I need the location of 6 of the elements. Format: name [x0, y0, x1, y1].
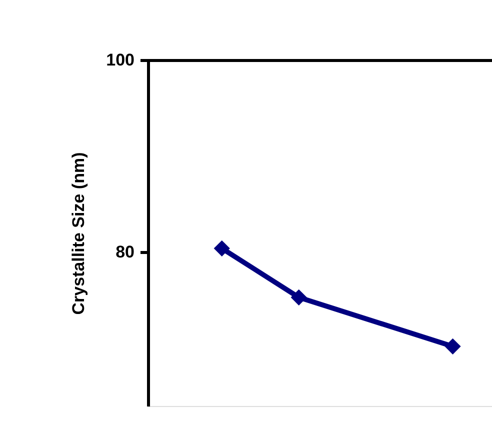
point	[214, 240, 230, 256]
y-axis-title: Crystallite Size (nm)	[69, 152, 88, 315]
y-tick-label: 80	[116, 242, 134, 262]
point	[290, 289, 307, 306]
y-tick-label: 100	[106, 50, 134, 70]
point	[444, 338, 461, 354]
